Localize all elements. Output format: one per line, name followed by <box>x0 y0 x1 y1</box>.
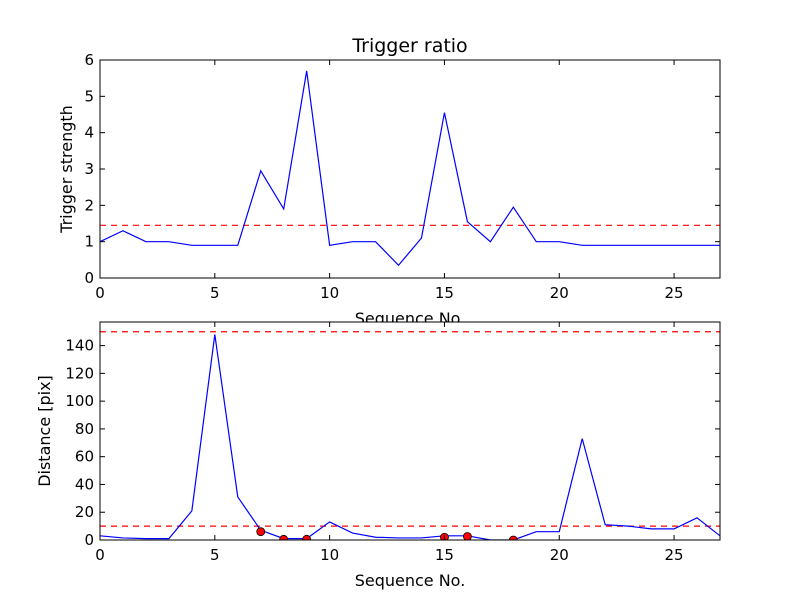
chart-1-y-tick-label: 5 <box>84 87 94 105</box>
chart-2-marker-point <box>279 534 289 540</box>
chart-2-data-layer <box>100 331 720 540</box>
chart-2-marker-point <box>256 527 266 537</box>
chart-2-y-tick-label: 60 <box>75 448 94 466</box>
chart-1-x-tick-label: 0 <box>95 284 105 302</box>
chart-2-x-tick-label: 15 <box>435 546 454 564</box>
chart-2-y-tick-label: 80 <box>75 420 94 438</box>
chart-2-frame <box>99 321 721 541</box>
chart-1-data-layer <box>100 70 720 267</box>
chart-2-y-tick-label: 120 <box>65 364 94 382</box>
chart-2-marker-point <box>508 535 518 540</box>
chart-2-y-tick-label: 40 <box>75 475 94 493</box>
chart-1-y-tick-label: 3 <box>84 160 94 178</box>
chart-1-y-tick-label: 6 <box>84 51 94 69</box>
chart-2-y-tick-label: 0 <box>84 531 94 549</box>
chart-2-marker-point <box>463 532 472 540</box>
chart-2-plot-area <box>100 322 720 540</box>
chart-1-x-tick-label: 15 <box>435 284 454 302</box>
chart-2-y-tick-label: 140 <box>65 337 94 355</box>
chart-2-x-tick-label: 5 <box>210 546 220 564</box>
chart-1-x-tick-label: 20 <box>550 284 569 302</box>
chart-1-y-tick-label: 1 <box>84 233 94 251</box>
chart-1-y-tick-label: 4 <box>84 124 94 142</box>
chart-2-series-line <box>100 334 720 540</box>
chart-1-y-tick-label: 2 <box>84 196 94 214</box>
chart-1-x-tick-label: 5 <box>210 284 220 302</box>
chart-2-y-tick-label: 20 <box>75 503 94 521</box>
chart-2-x-axis-label: Sequence No. <box>355 571 466 590</box>
chart-2-x-tick-label: 20 <box>550 546 569 564</box>
chart-2-x-tick-label: 25 <box>665 546 684 564</box>
chart-1-title: Trigger ratio <box>351 35 467 57</box>
chart-2-x-tick-label: 0 <box>95 546 105 564</box>
chart-1-y-axis-label: Trigger strength <box>57 105 76 234</box>
chart-2: 0 5 10 15 20 25 0 20 40 60 80 100 120 140 Sequence No.… <box>35 321 721 590</box>
chart-1-plot-area <box>100 60 720 278</box>
chart-2-y-axis-label: Distance [pix] <box>35 375 54 487</box>
chart-1-series-line <box>100 70 720 267</box>
chart-1-x-tick-label: 25 <box>665 284 684 302</box>
chart-1-x-tick-label: 10 <box>320 284 339 302</box>
chart-2-x-tick-label: 10 <box>320 546 339 564</box>
chart-1-y-tick-label: 0 <box>84 269 94 287</box>
chart-2-y-tick-label: 100 <box>65 392 94 410</box>
chart-2-marker-point <box>302 534 312 540</box>
